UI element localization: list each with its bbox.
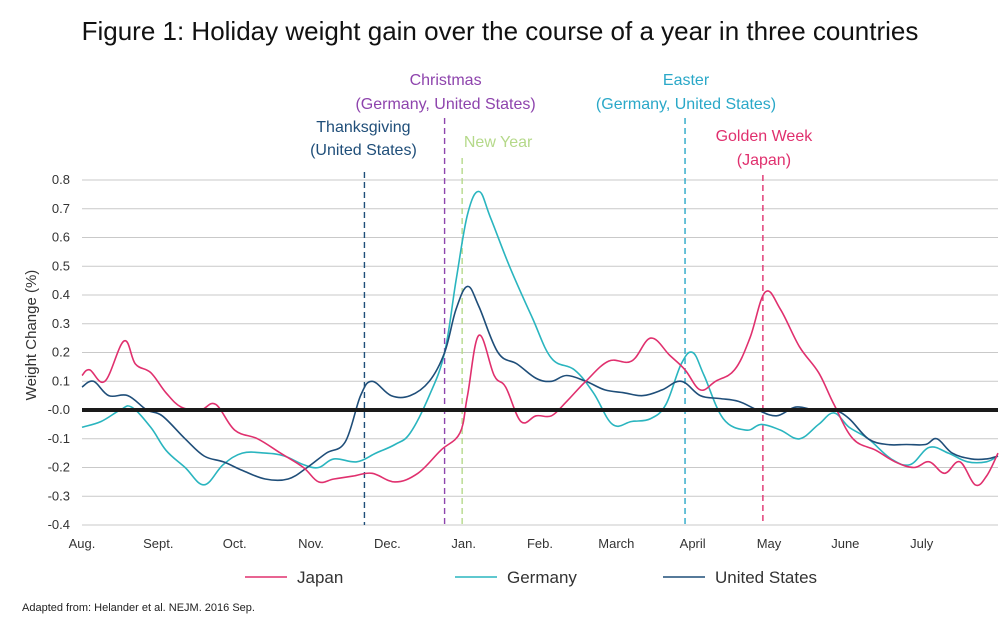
y-tick-label: 0.3 bbox=[52, 316, 70, 331]
y-tick-label: 0.2 bbox=[52, 345, 70, 360]
source-note: Adapted from: Helander et al. NEJM. 2016… bbox=[22, 602, 255, 614]
holiday-sublabel: (Germany, United States) bbox=[355, 96, 535, 113]
y-tick-label: -0.4 bbox=[48, 517, 70, 532]
x-tick-label: Sept. bbox=[143, 536, 173, 551]
legend-label: United States bbox=[715, 568, 817, 587]
series-line-united-states bbox=[81, 285, 999, 482]
holiday-label: Thanksgiving bbox=[316, 119, 410, 136]
holiday-markers: Thanksgiving (United States) Christmas (Ger… bbox=[310, 72, 813, 525]
y-axis-ticks: 0.8 0.7 0.6 0.5 0.4 0.3 0.2 0.1 -0.0 -0.1 -0.2 -0.3… bbox=[48, 172, 70, 532]
y-tick-label: 0.8 bbox=[52, 172, 70, 187]
series-line-germany bbox=[81, 190, 999, 486]
legend-label: Japan bbox=[297, 568, 343, 587]
holiday-label: Easter bbox=[663, 72, 710, 89]
x-tick-label: Feb. bbox=[527, 536, 553, 551]
y-tick-label: -0.3 bbox=[48, 488, 70, 503]
y-tick-label: 0.5 bbox=[52, 258, 70, 273]
y-tick-label: 0.6 bbox=[52, 230, 70, 245]
y-tick-label: -0.1 bbox=[48, 431, 70, 446]
x-tick-label: Nov. bbox=[298, 536, 324, 551]
y-tick-label: -0.2 bbox=[48, 460, 70, 475]
x-tick-label: Dec. bbox=[374, 536, 401, 551]
x-tick-label: Jan. bbox=[451, 536, 476, 551]
x-tick-label: April bbox=[680, 536, 706, 551]
legend-label: Germany bbox=[507, 568, 577, 587]
y-tick-label: 0.7 bbox=[52, 201, 70, 216]
y-axis-label: Weight Change (%) bbox=[23, 270, 40, 401]
x-tick-label: June bbox=[831, 536, 859, 551]
x-tick-label: March bbox=[598, 536, 634, 551]
y-tick-label: 0.1 bbox=[52, 373, 70, 388]
holiday-sublabel: (Japan) bbox=[737, 152, 791, 169]
series-layer bbox=[81, 190, 999, 487]
grid-layer bbox=[82, 179, 998, 526]
holiday-sublabel: (Germany, United States) bbox=[596, 96, 776, 113]
holiday-label: New Year bbox=[464, 134, 533, 151]
y-tick-label: 0.4 bbox=[52, 287, 70, 302]
x-tick-label: Aug. bbox=[69, 536, 96, 551]
holiday-label: Golden Week bbox=[716, 128, 814, 145]
series-line-japan bbox=[81, 290, 999, 487]
x-axis-ticks: Aug. Sept. Oct. Nov. Dec. Jan. Feb. March April M… bbox=[69, 536, 934, 551]
y-tick-label: -0.0 bbox=[48, 402, 70, 417]
legend: Japan Germany United States bbox=[245, 568, 817, 587]
x-tick-label: Oct. bbox=[223, 536, 247, 551]
chart-title: Figure 1: Holiday weight gain over the c… bbox=[82, 16, 919, 46]
x-tick-label: May bbox=[757, 536, 782, 551]
holiday-label: Christmas bbox=[410, 72, 482, 89]
holiday-sublabel: (United States) bbox=[310, 142, 417, 159]
x-tick-label: July bbox=[910, 536, 934, 551]
